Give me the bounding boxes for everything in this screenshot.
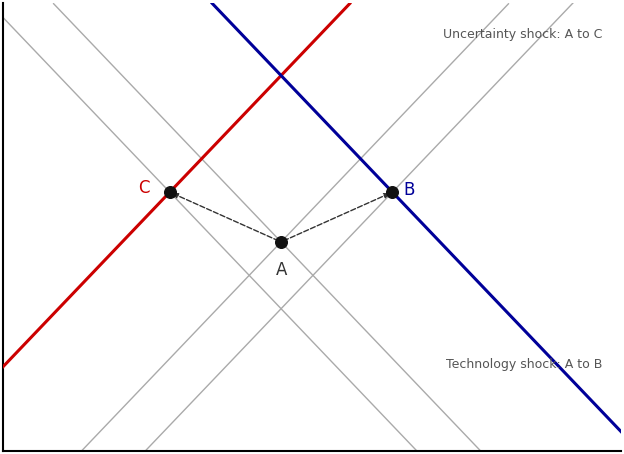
Text: Technology shock: A to B: Technology shock: A to B: [446, 359, 603, 371]
Point: [388, 188, 397, 196]
Text: B: B: [404, 181, 415, 199]
Point: [276, 238, 286, 246]
Text: Uncertainty shock: A to C: Uncertainty shock: A to C: [443, 28, 603, 41]
Text: C: C: [139, 179, 150, 197]
Point: [165, 188, 175, 196]
Text: A: A: [275, 261, 287, 279]
